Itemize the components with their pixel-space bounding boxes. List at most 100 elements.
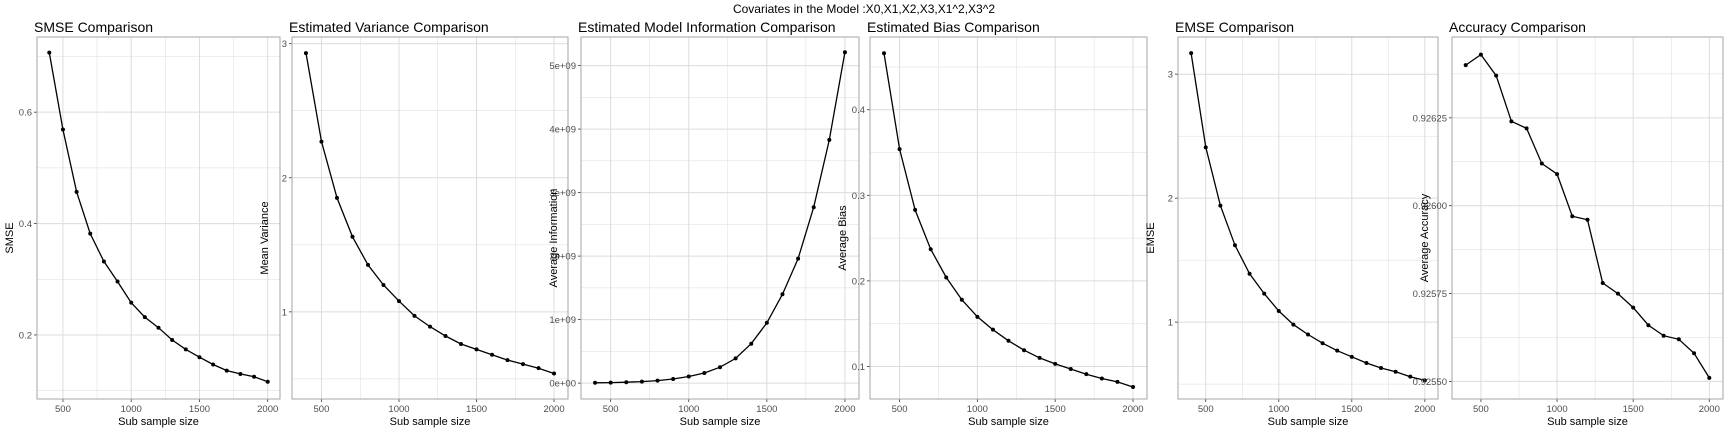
data-point <box>944 275 949 280</box>
data-point <box>882 51 887 56</box>
data-point <box>1422 378 1427 383</box>
panel-title: Estimated Variance Comparison <box>289 19 489 35</box>
data-point <box>428 324 432 329</box>
data-point <box>101 259 106 264</box>
data-point <box>608 380 613 385</box>
panel-title: EMSE Comparison <box>1175 19 1294 35</box>
x-tick-label: 2000 <box>257 404 278 415</box>
panel-border <box>869 36 1148 400</box>
data-point <box>1692 351 1697 356</box>
data-point <box>1247 271 1252 276</box>
y-tick-label: 0.4 <box>852 105 865 116</box>
data-point <box>655 378 660 383</box>
y-tick-label: 0.92625 <box>1413 113 1447 124</box>
data-point <box>1661 333 1666 338</box>
data-point <box>1509 119 1514 124</box>
data-point <box>1218 203 1223 208</box>
x-tick-label: 1000 <box>388 404 409 415</box>
data-point <box>1494 73 1499 78</box>
data-point <box>238 371 243 376</box>
data-point <box>1130 385 1135 390</box>
data-point <box>1600 281 1605 286</box>
data-point <box>780 292 785 297</box>
data-point <box>1478 52 1483 57</box>
y-axis-label: EMSE <box>1145 222 1157 253</box>
data-point <box>552 371 557 376</box>
data-point <box>350 234 355 239</box>
data-point <box>671 376 676 381</box>
x-tick-label: 1000 <box>1268 404 1289 415</box>
y-tick-label: 0.92600 <box>1413 201 1447 212</box>
data-point <box>1539 161 1544 166</box>
data-point <box>897 147 902 152</box>
data-point <box>303 51 308 56</box>
chart-panel-2: 1 2 3 500 1000 1500 2000 Estimated Variance Com… <box>259 19 569 428</box>
data-point <box>749 341 754 346</box>
data-point <box>928 247 933 252</box>
x-tick-label: 1500 <box>1341 404 1362 415</box>
x-axis-label: Sub sample size <box>390 416 471 428</box>
x-tick-label: 500 <box>892 404 908 415</box>
x-axis-label: Sub sample size <box>968 416 1049 428</box>
data-point <box>1068 367 1073 372</box>
data-point <box>115 279 120 284</box>
y-tick-label: 3e+09 <box>549 188 576 199</box>
chart-panel-3: 0e+00 1e+09 2e+09 3e+09 4e+09 5e+09 500 1000 150… <box>548 19 860 428</box>
data-point <box>265 379 270 384</box>
x-tick-label: 2000 <box>834 404 855 415</box>
x-tick-label: 500 <box>314 404 330 415</box>
data-point <box>60 127 65 132</box>
x-tick-label: 1500 <box>1045 404 1066 415</box>
data-point <box>142 315 147 320</box>
data-point <box>1379 366 1384 371</box>
data-point <box>1676 337 1681 342</box>
y-tick-label: 2e+09 <box>549 252 576 263</box>
panel-border <box>1177 36 1439 400</box>
x-axis-label: Sub sample size <box>680 416 761 428</box>
x-tick-label: 1500 <box>1623 404 1644 415</box>
data-point <box>334 195 339 200</box>
y-tick-label: 1e+09 <box>549 315 576 326</box>
chart-panel-1: 0.2 0.4 0.6 500 1000 1500 2000 SMSE Comparison S… <box>4 19 281 428</box>
data-point <box>474 347 479 352</box>
x-tick-label: 1500 <box>466 404 487 415</box>
data-point <box>1335 348 1340 353</box>
data-point <box>47 50 52 55</box>
panel-title: Accuracy Comparison <box>1449 19 1586 35</box>
y-axis-label: Average Accuracy <box>1419 193 1431 282</box>
data-point <box>624 380 629 385</box>
data-point <box>536 366 541 371</box>
y-tick-label: 3 <box>1168 70 1173 81</box>
data-point <box>718 365 722 370</box>
x-tick-label: 1000 <box>967 404 988 415</box>
data-point <box>252 374 257 379</box>
data-point <box>1463 63 1468 68</box>
data-point <box>1408 374 1413 379</box>
chart-panel-4: 0.1 0.2 0.3 0.4 500 1000 1500 2000 Estimated Bia… <box>837 19 1148 428</box>
data-point <box>1022 348 1027 353</box>
data-point <box>1276 308 1281 313</box>
data-point <box>521 362 526 367</box>
data-point <box>211 362 216 367</box>
data-point <box>913 207 918 212</box>
x-tick-label: 2000 <box>1699 404 1720 415</box>
data-point <box>733 356 738 361</box>
data-point <box>1099 376 1104 381</box>
data-point <box>1232 243 1237 248</box>
data-point <box>1364 361 1369 366</box>
y-tick-label: 0.92550 <box>1413 377 1447 388</box>
data-point <box>959 297 964 302</box>
series-line <box>1190 52 1426 382</box>
x-tick-label: 1000 <box>121 404 142 415</box>
y-tick-label: 0.2 <box>19 330 32 341</box>
data-point <box>1707 375 1712 380</box>
series-line <box>1465 53 1710 379</box>
y-tick-label: 0.3 <box>852 191 865 202</box>
series-line <box>48 52 268 383</box>
y-tick-label: 0.1 <box>852 362 865 373</box>
chart-panel-5: 1 2 3 500 1000 1500 2000 EMSE Comparison Sub sam… <box>1145 19 1439 428</box>
data-point <box>197 355 202 360</box>
data-point <box>396 299 401 304</box>
data-point <box>1189 51 1194 56</box>
data-point <box>224 368 229 373</box>
